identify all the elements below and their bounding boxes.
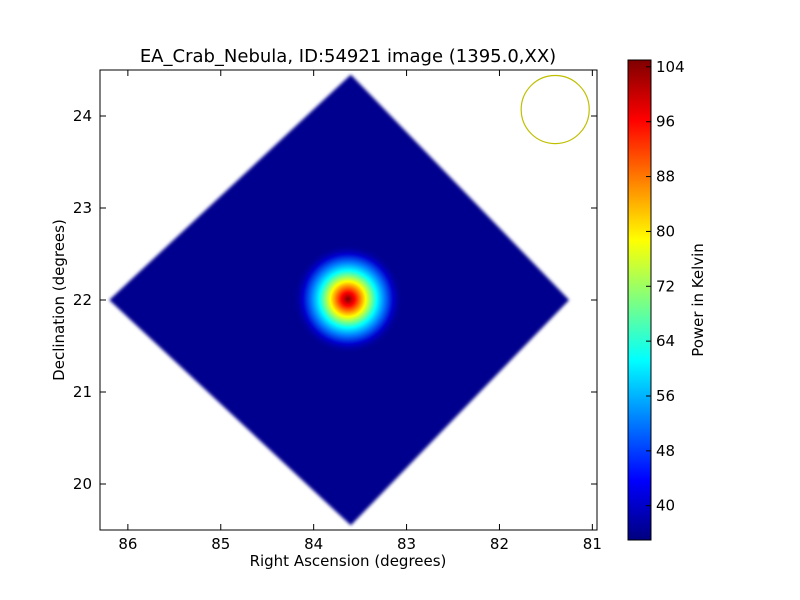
y-axis-ticks: 20 21 22 23 24 (73, 107, 597, 493)
chart-title: EA_Crab_Nebula, ID:54921 image (1395.0,X… (140, 46, 556, 67)
colorbar (627, 59, 652, 541)
y-tick-label: 24 (73, 107, 92, 125)
x-tick-label: 84 (304, 535, 323, 553)
y-tick-label: 20 (73, 475, 92, 493)
x-tick-label: 82 (490, 535, 509, 553)
colorbar-ticks: 40 48 56 64 72 80 88 96 104 (646, 58, 685, 515)
x-axis-ticks: 86 85 84 83 82 81 (118, 70, 602, 553)
colorbar-tick-label: 40 (656, 497, 675, 515)
colorbar-label: Power in Kelvin (689, 243, 707, 357)
x-tick-label: 86 (118, 535, 137, 553)
x-tick-label: 85 (211, 535, 230, 553)
x-tick-label: 81 (583, 535, 602, 553)
y-axis-label: Declination (degrees) (50, 219, 68, 381)
colorbar-tick-label: 48 (656, 442, 675, 460)
colorbar-tick-label: 64 (656, 332, 675, 350)
colorbar-tick-label: 104 (656, 58, 685, 76)
colorbar-tick-label: 88 (656, 168, 675, 186)
y-tick-label: 23 (73, 199, 92, 217)
y-tick-label: 22 (73, 291, 92, 309)
colorbar-tick-label: 56 (656, 387, 675, 405)
colorbar-tick-label: 96 (656, 113, 675, 131)
colorbar-tick-label: 80 (656, 222, 675, 240)
x-axis-label: Right Ascension (degrees) (250, 552, 447, 570)
colorbar-tick-label: 72 (656, 277, 675, 295)
y-tick-label: 21 (73, 383, 92, 401)
source-emission (289, 240, 407, 358)
x-tick-label: 83 (397, 535, 416, 553)
beam-circle (520, 74, 590, 145)
